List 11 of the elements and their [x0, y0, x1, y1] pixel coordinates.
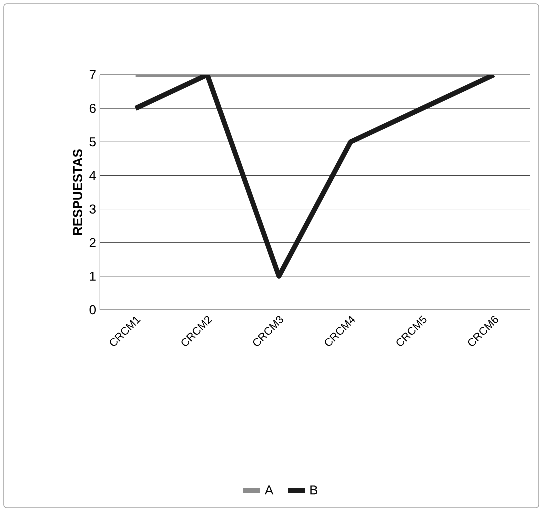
y-tick-label: 0: [90, 305, 96, 315]
y-tick-label: 1: [90, 272, 96, 281]
y-tick-label: 6: [90, 104, 96, 114]
y-axis-title: RESPUESTAS: [73, 150, 82, 236]
y-tick-label: 7: [90, 70, 96, 80]
y-tick-label: 3: [90, 204, 96, 214]
y-tick-label: 5: [90, 138, 96, 147]
legend-label: B: [310, 486, 318, 495]
y-tick-label: 4: [90, 171, 96, 180]
y-tick-label: 2: [90, 238, 96, 248]
legend-label: A: [265, 486, 274, 495]
